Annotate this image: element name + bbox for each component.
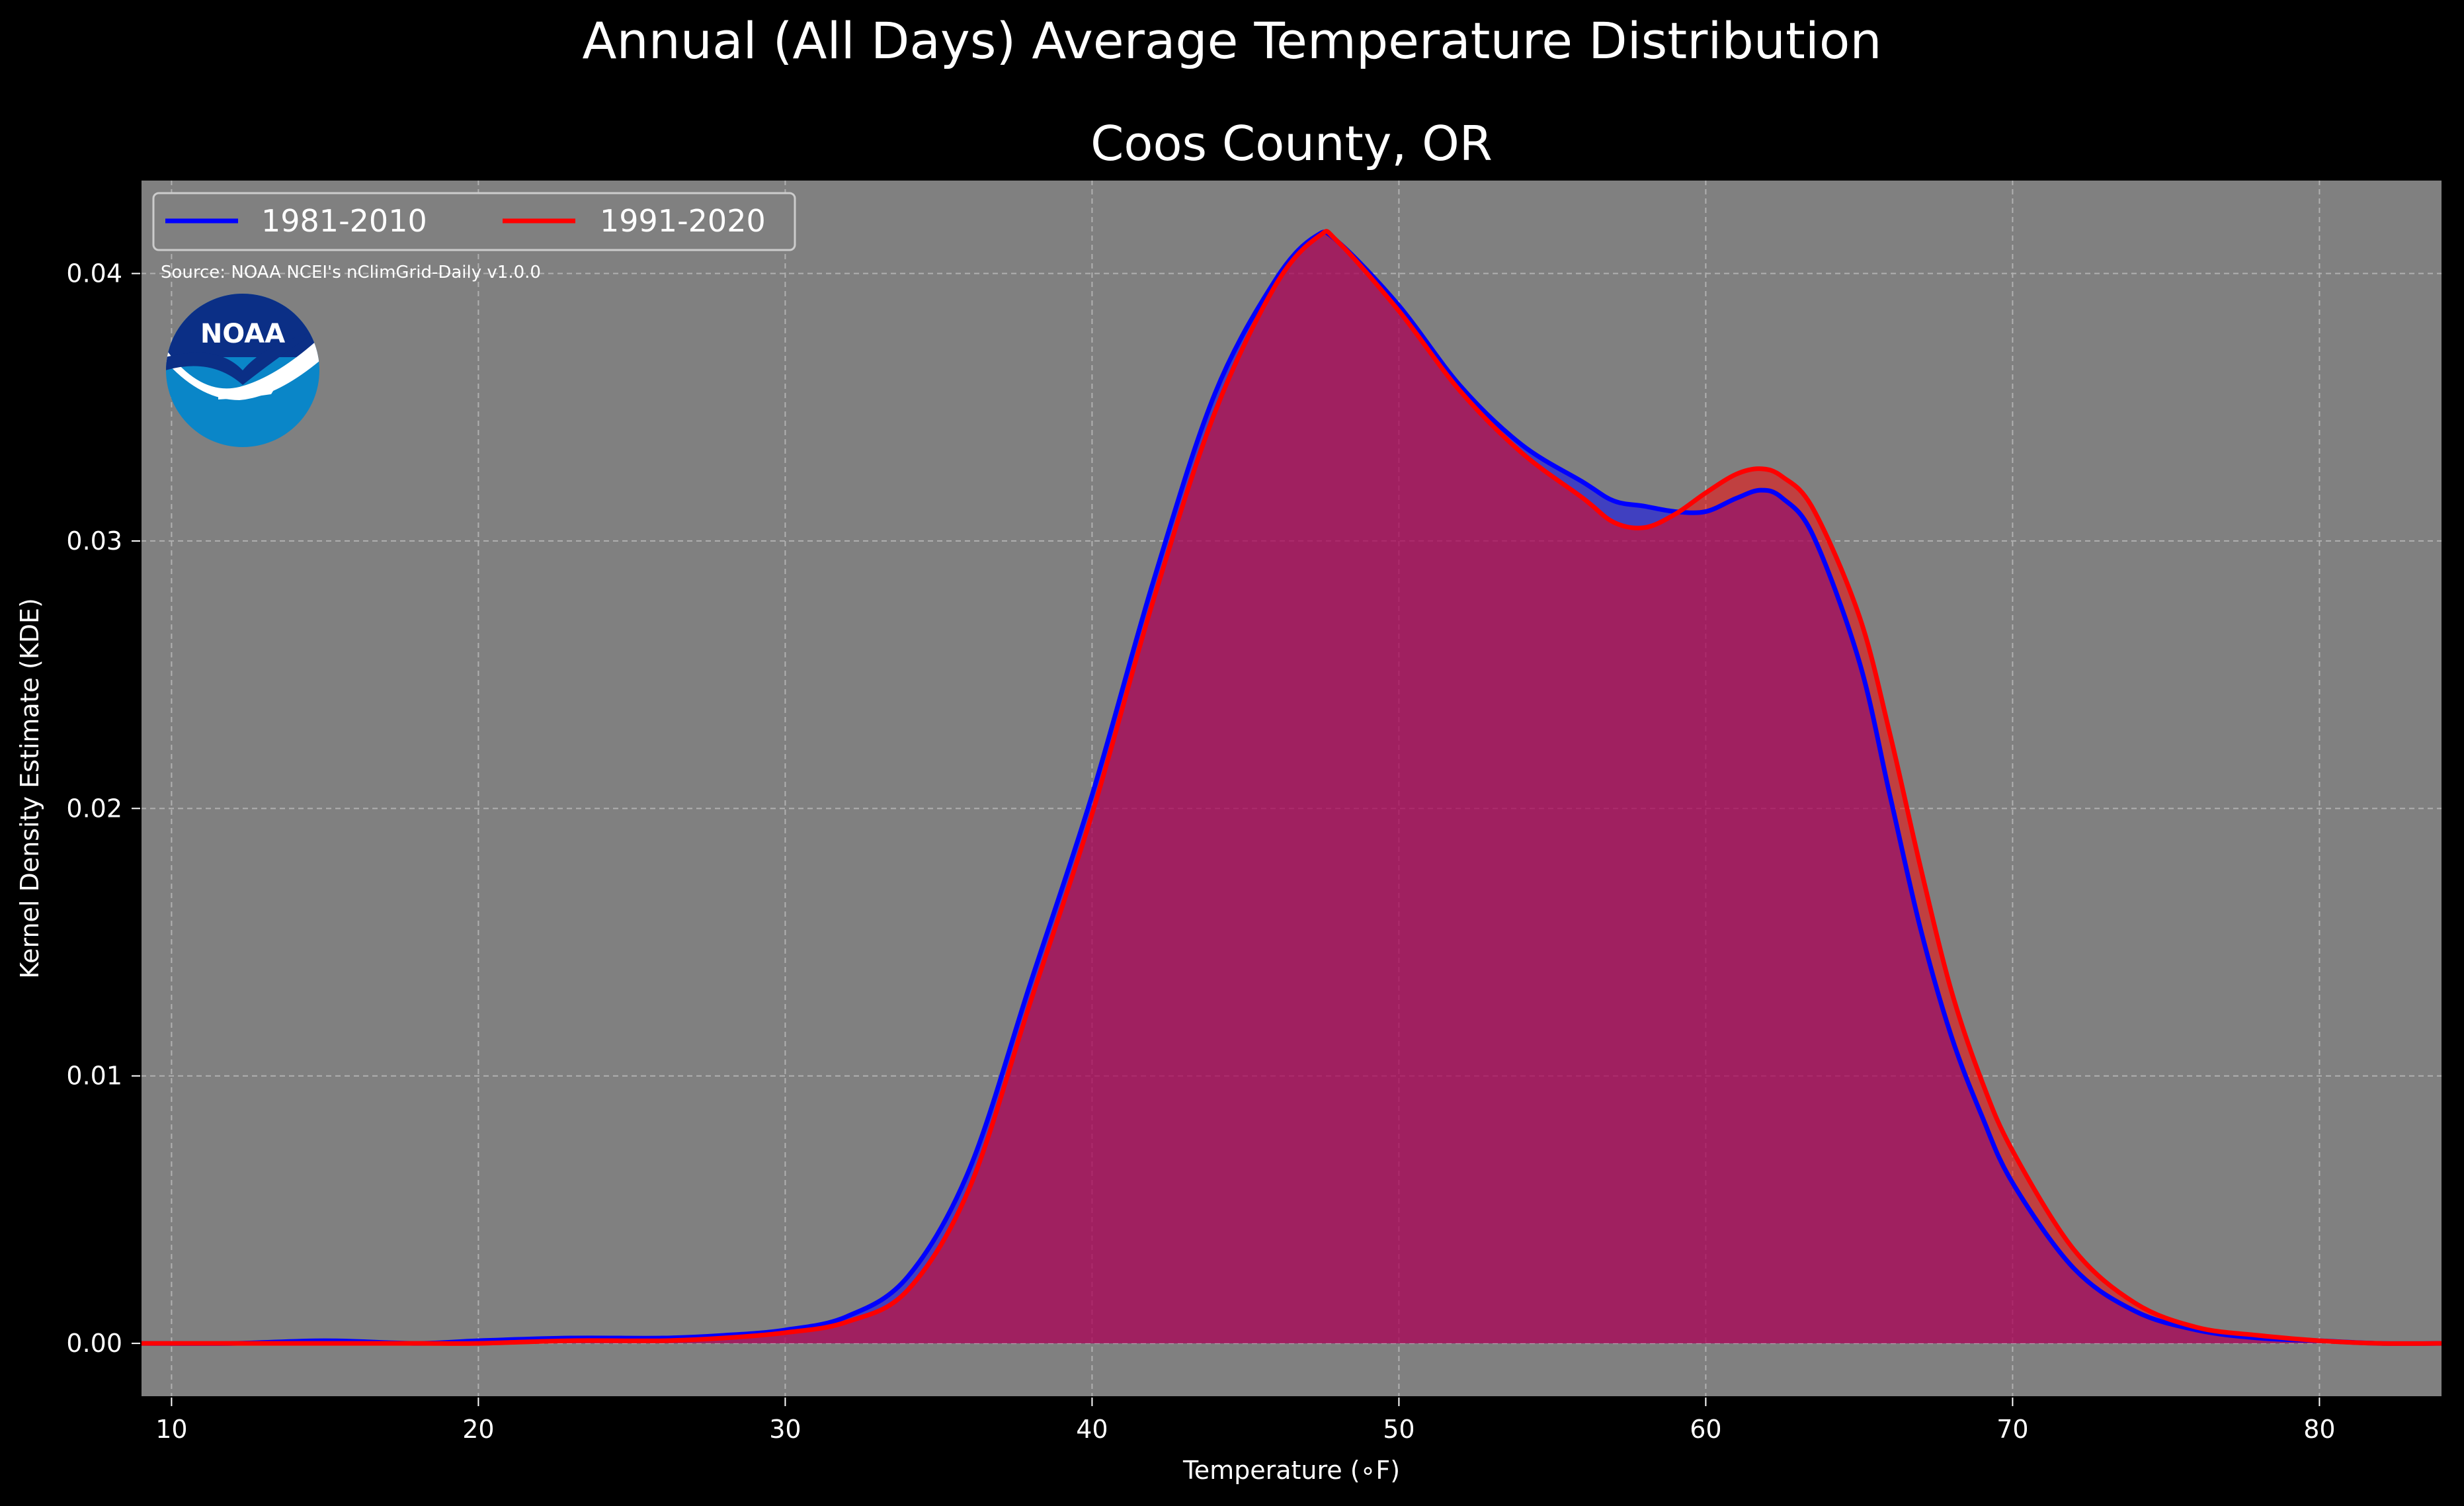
x-tick-label: 10 (155, 1415, 187, 1444)
legend: 1981-2010 1991-2020 (152, 192, 796, 251)
x-tick-label: 40 (1076, 1415, 1108, 1444)
x-tick-label: 20 (462, 1415, 494, 1444)
area-1991-2020 (141, 231, 2442, 1344)
chart-title: Annual (All Days) Average Temperature Di… (582, 11, 1881, 70)
series-lines (140, 229, 2443, 1346)
y-axis: 0.00 0.01 0.02 0.03 0.04 (66, 259, 141, 1358)
y-tick-label: 0.00 (66, 1329, 122, 1358)
x-tick-label: 60 (1690, 1415, 1721, 1444)
line-1991-2020 (141, 229, 2443, 1346)
source-annotation: Source: NOAA NCEI's nClimGrid-Daily v1.0… (161, 263, 541, 282)
legend-label-1981-2010: 1981-2010 (261, 203, 427, 239)
legend-label-1991-2020: 1991-2020 (600, 203, 766, 239)
noaa-logo-text: NOAA (200, 319, 285, 349)
chart-subtitle: Coos County, OR (1090, 116, 1493, 171)
plot-frame (140, 179, 2443, 1398)
line-1981-2010 (140, 230, 2443, 1346)
y-tick-label: 0.04 (66, 259, 122, 288)
y-axis-label: Kernel Density Estimate (KDE) (15, 598, 44, 979)
series-fills (141, 231, 2442, 1344)
y-tick-label: 0.02 (66, 794, 122, 823)
x-tick-label: 80 (2303, 1415, 2335, 1444)
y-tick-label: 0.03 (66, 526, 122, 556)
y-tick-label: 0.01 (66, 1062, 122, 1091)
legend-box (152, 192, 796, 251)
x-axis-label: Temperature (∘F) (1182, 1456, 1400, 1485)
x-tick-label: 30 (769, 1415, 801, 1444)
x-tick-label: 50 (1383, 1415, 1415, 1444)
x-axis: 10 20 30 40 50 60 70 80 (155, 1397, 2336, 1444)
x-tick-label: 70 (1996, 1415, 2028, 1444)
